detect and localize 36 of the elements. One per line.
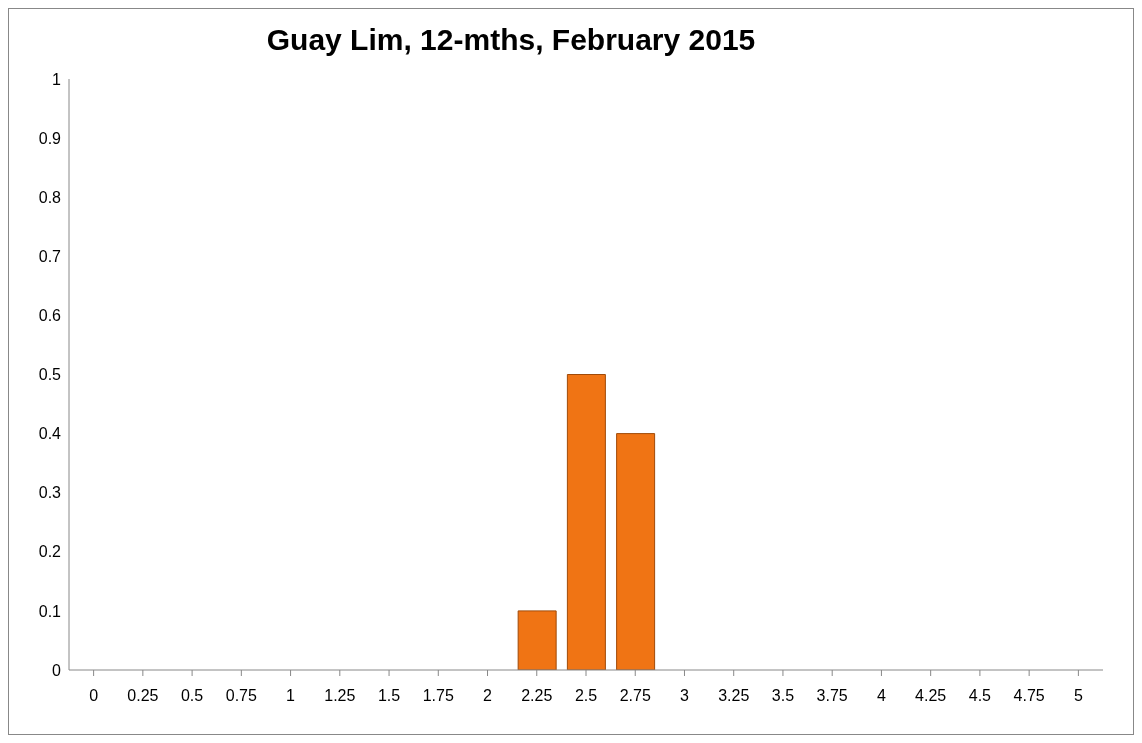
chart-title: Guay Lim, 12-mths, February 2015 [265, 22, 757, 58]
y-tick-label: 1 [52, 70, 62, 88]
x-tick-label: 2.5 [574, 687, 598, 705]
y-tick-label: 0.8 [38, 188, 62, 206]
x-tick-label: 3 [680, 687, 690, 705]
x-tick-label: 4 [876, 687, 886, 705]
y-tick-label: 0.4 [38, 425, 62, 443]
y-tick-label: 0.3 [38, 484, 62, 502]
x-tick-label: 0.25 [127, 687, 159, 705]
y-tick-label: 0.9 [38, 129, 62, 147]
x-tick-label: 1.75 [422, 687, 454, 705]
x-tick-label: 5 [1073, 687, 1083, 705]
bar [566, 374, 606, 670]
x-tick-label: 0.5 [180, 687, 204, 705]
x-tick-label: 1.25 [324, 687, 356, 705]
x-tick-label: 4.25 [915, 687, 947, 705]
x-tick-label: 2 [483, 687, 493, 705]
x-tick-label: 4.75 [1013, 687, 1045, 705]
bar [616, 433, 656, 670]
y-tick-label: 0.1 [38, 602, 62, 620]
x-tick-label: 2.25 [521, 687, 553, 705]
x-tick-label: 0 [89, 687, 99, 705]
bar [517, 610, 557, 670]
y-tick-label: 0.6 [38, 307, 62, 325]
x-tick-label: 3.75 [816, 687, 848, 705]
x-tick-label: 4.5 [968, 687, 992, 705]
y-tick-label: 0 [52, 661, 62, 679]
x-tick-label: 1.5 [377, 687, 401, 705]
y-tick-label: 0.5 [38, 366, 62, 384]
x-tick-label: 2.75 [619, 687, 651, 705]
y-tick-label: 0.7 [38, 247, 62, 265]
x-tick-label: 1 [286, 687, 296, 705]
x-tick-label: 3.5 [771, 687, 795, 705]
x-tick-label: 0.75 [225, 687, 258, 705]
y-tick-label: 0.2 [38, 543, 62, 561]
x-tick-label: 3.25 [718, 687, 750, 705]
